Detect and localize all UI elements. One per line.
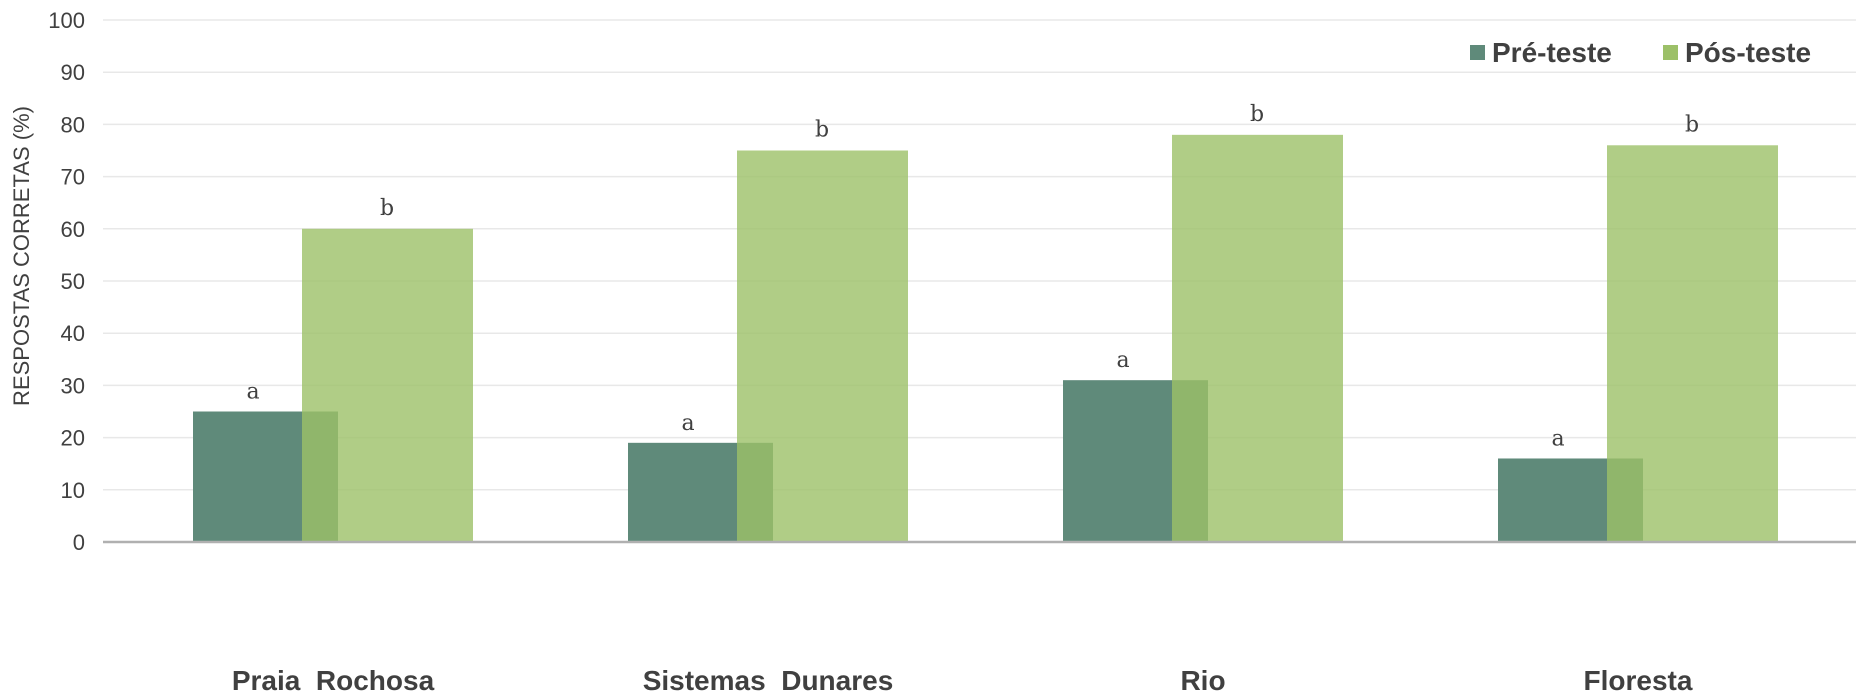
y-tick-label: 10: [61, 478, 85, 503]
data-label-pos-teste: b: [815, 118, 829, 143]
bar-pos-teste: [1172, 134, 1343, 542]
y-tick-label: 0: [73, 530, 85, 555]
y-tick-label: 30: [61, 373, 85, 398]
legend-label: Pré-teste: [1492, 37, 1612, 68]
y-tick-label: 60: [61, 217, 85, 242]
y-tick-label: 40: [61, 321, 85, 346]
data-label-pre-teste: a: [1116, 348, 1129, 373]
legend-swatch: [1663, 45, 1678, 60]
x-category-label: Floresta: [1584, 665, 1693, 695]
bar-pos-teste: [737, 150, 908, 542]
y-tick-label: 90: [61, 60, 85, 85]
bar-pos-teste: [302, 228, 473, 543]
y-tick-label: 50: [61, 269, 85, 294]
data-label-pre-teste: a: [246, 380, 259, 405]
y-axis-title: RESPOSTAS CORRETAS (%): [9, 106, 34, 406]
y-tick-label: 20: [61, 426, 85, 451]
data-label-pre-teste: a: [681, 411, 694, 436]
x-category-label: Sistemas Dunares: [643, 665, 894, 695]
data-label-pos-teste: b: [1685, 112, 1699, 137]
x-category-label: Praia Rochosa: [232, 665, 435, 695]
data-label-pos-teste: b: [1250, 102, 1264, 127]
legend-swatch: [1470, 45, 1485, 60]
data-label-pos-teste: b: [380, 196, 394, 221]
y-tick-label: 70: [61, 165, 85, 190]
data-label-pre-teste: a: [1551, 426, 1564, 451]
y-tick-label: 100: [48, 8, 85, 33]
bar-pos-teste: [1607, 145, 1778, 542]
x-category-label: Rio: [1180, 665, 1225, 695]
legend-label: Pós-teste: [1685, 37, 1811, 68]
y-tick-label: 80: [61, 112, 85, 137]
